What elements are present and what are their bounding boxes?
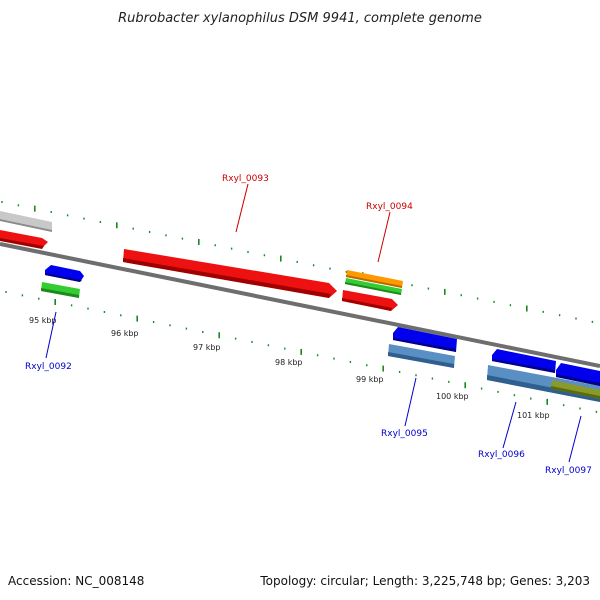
feature-green-0094[interactable] [345, 278, 402, 295]
feature-blue-0095[interactable] [393, 327, 457, 352]
scale-label-99: 99 kbp [356, 375, 384, 384]
leader-rxyl-0096 [502, 401, 517, 449]
map-title: Rubrobacter xylanophilus DSM 9941, compl… [118, 11, 482, 26]
feature-red-top-left[interactable] [0, 230, 48, 249]
feature-green-0092[interactable] [41, 282, 80, 298]
gene-label-rxyl-0095[interactable]: Rxyl_0095 [381, 429, 428, 439]
topology-text: Topology: circular; Length: 3,225,748 bp… [260, 574, 590, 588]
leader-rxyl-0094 [377, 211, 391, 263]
feature-red-0094[interactable] [342, 290, 398, 311]
leader-rxyl-0097 [568, 415, 582, 463]
feature-gray-top-left[interactable] [0, 211, 52, 232]
gene-label-rxyl-0093[interactable]: Rxyl_0093 [222, 174, 269, 184]
accession-text: Accession: NC_008148 [8, 574, 145, 588]
genome-backbone [0, 242, 600, 368]
feature-rxyl-0093[interactable] [123, 249, 337, 298]
scale-label-101: 101 kbp [517, 411, 550, 420]
scale-label-98: 98 kbp [275, 358, 303, 367]
gene-label-rxyl-0097[interactable]: Rxyl_0097 [545, 466, 592, 476]
scale-label-96: 96 kbp [111, 329, 139, 338]
scale-label-95: 95 kbp [29, 316, 57, 325]
leader-rxyl-0095 [404, 377, 417, 427]
gene-label-rxyl-0094[interactable]: Rxyl_0094 [366, 202, 413, 212]
leader-rxyl-0093 [235, 183, 249, 233]
inner-tick-ring [5, 291, 598, 413]
feature-olive-0097[interactable] [551, 380, 600, 399]
feature-orange-0094[interactable] [346, 270, 403, 288]
feature-blue-0097[interactable] [556, 363, 600, 386]
feature-blue-0092[interactable] [45, 265, 84, 282]
leader-rxyl-0092 [45, 311, 57, 359]
scale-label-97: 97 kbp [193, 343, 221, 352]
gene-label-rxyl-0096[interactable]: Rxyl_0096 [478, 450, 525, 460]
feature-blue-0096[interactable] [492, 349, 556, 373]
feature-steelblue-0095[interactable] [388, 344, 455, 368]
gene-label-rxyl-0092[interactable]: Rxyl_0092 [25, 362, 72, 372]
scale-label-100: 100 kbp [436, 392, 469, 401]
